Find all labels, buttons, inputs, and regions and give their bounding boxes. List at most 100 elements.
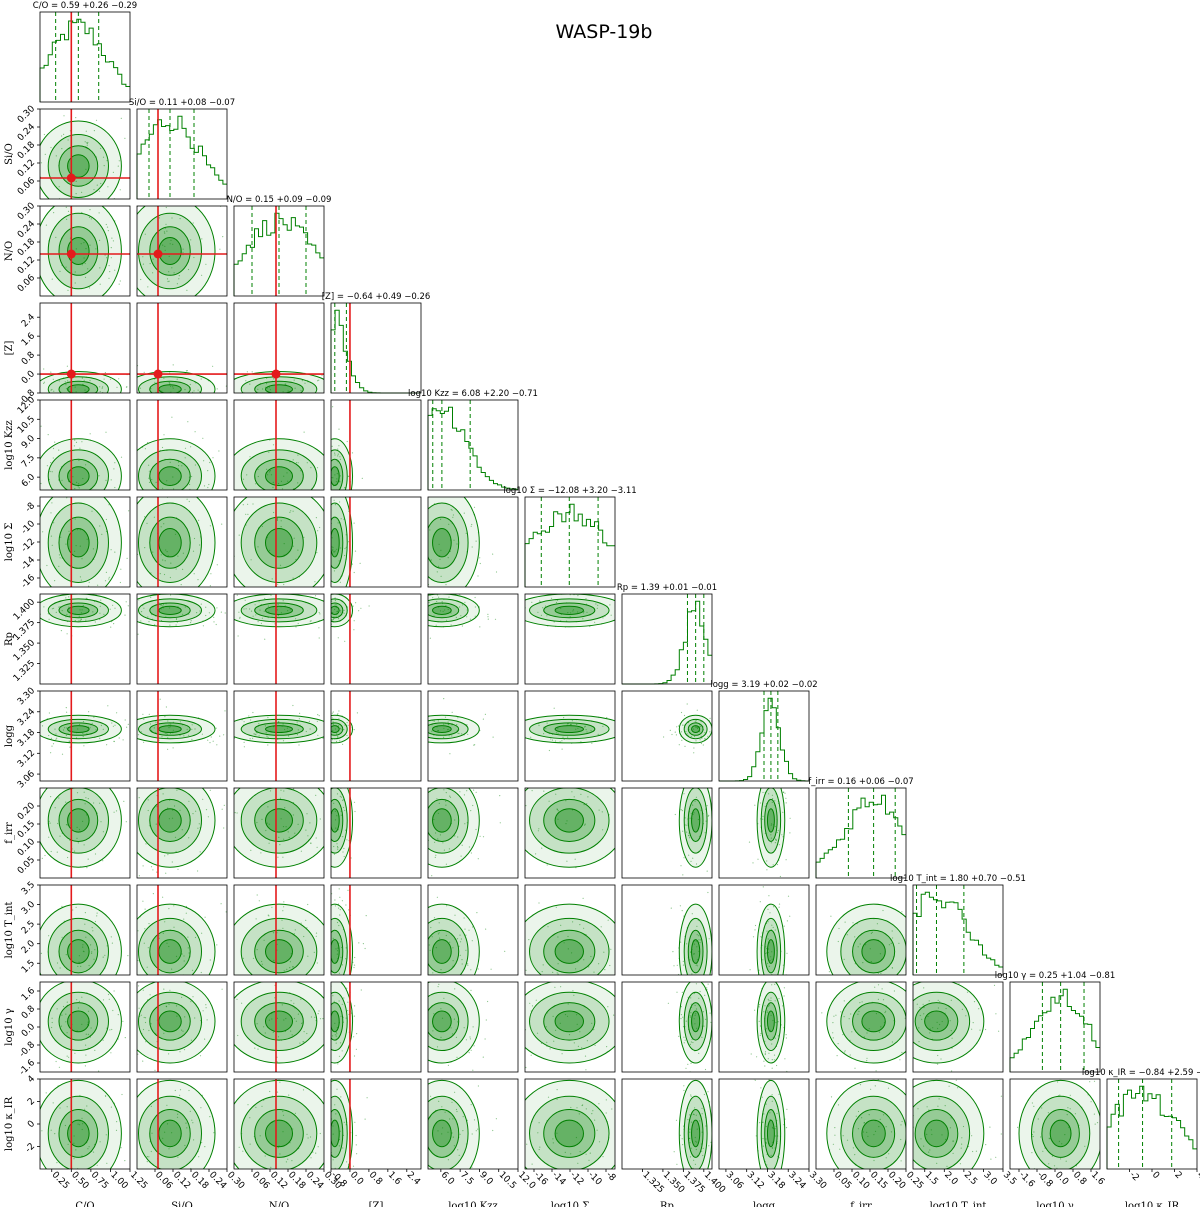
sample-point xyxy=(327,884,328,885)
panel-frame xyxy=(39,593,131,685)
sample-point xyxy=(423,1036,424,1037)
sample-point xyxy=(331,619,333,621)
sample-point xyxy=(61,479,63,481)
sample-point xyxy=(339,878,340,879)
sample-point xyxy=(346,734,348,737)
panel-rp-rp: Rp = 1.39 +0.01 −0.01 xyxy=(617,583,717,685)
sample-point xyxy=(170,723,172,725)
sample-point xyxy=(336,921,339,924)
sample-point xyxy=(74,488,76,490)
sample-point xyxy=(259,495,260,496)
sample-point xyxy=(345,947,347,949)
sample-point xyxy=(332,729,334,731)
sample-point xyxy=(88,216,91,218)
sample-point xyxy=(325,443,326,444)
sample-point xyxy=(102,386,104,388)
panel-frame xyxy=(136,205,228,297)
sample-point xyxy=(779,875,782,878)
sample-point xyxy=(554,740,557,742)
sample-point xyxy=(249,1074,250,1075)
sample-point xyxy=(468,879,469,880)
sample-point xyxy=(501,919,502,920)
sample-point xyxy=(192,813,194,815)
sample-point xyxy=(283,395,284,396)
sample-point xyxy=(264,1170,265,1171)
density-gamma-sigma xyxy=(525,982,615,1071)
sample-point xyxy=(188,734,190,736)
sample-point xyxy=(125,741,126,742)
y-tick-label: 3.24 xyxy=(16,707,37,728)
sample-point xyxy=(209,959,211,961)
sample-point xyxy=(557,732,559,734)
sample-point xyxy=(243,746,245,748)
contour-1 xyxy=(47,917,109,975)
sample-point xyxy=(765,946,767,948)
sample-point xyxy=(394,973,395,974)
sample-point xyxy=(679,760,680,761)
panel-frame xyxy=(718,884,810,976)
sample-point xyxy=(477,575,479,577)
sample-point xyxy=(175,955,178,958)
panel-firr-logg xyxy=(718,787,810,896)
sample-point xyxy=(333,499,335,501)
sample-point xyxy=(336,604,338,606)
sample-point xyxy=(266,735,268,737)
sample-point xyxy=(189,383,191,386)
y-tick-label: 7.5 xyxy=(20,453,37,470)
sample-point xyxy=(50,752,52,754)
panel-logg-rp xyxy=(621,690,713,782)
sample-point xyxy=(340,796,342,798)
sample-point xyxy=(343,729,345,731)
sample-point xyxy=(68,1056,70,1058)
sample-point xyxy=(84,276,87,278)
sample-point xyxy=(451,735,453,737)
sample-point xyxy=(142,1060,144,1062)
sample-point xyxy=(284,383,286,385)
sample-point xyxy=(178,465,180,467)
sample-point xyxy=(464,928,466,930)
sample-point xyxy=(164,232,166,234)
y-tick-label: 0.0 xyxy=(20,1022,37,1039)
y-tick-label: 1.6 xyxy=(20,986,37,1003)
sample-point xyxy=(337,431,338,432)
sample-point xyxy=(457,438,458,439)
sample-point xyxy=(617,1005,618,1006)
contour-3 xyxy=(158,808,182,833)
sample-point xyxy=(575,728,577,730)
sample-point xyxy=(99,386,101,388)
sample-point xyxy=(318,501,319,502)
sample-point xyxy=(340,547,342,549)
sample-point xyxy=(230,889,231,890)
sample-point xyxy=(440,518,442,521)
panel-frame xyxy=(233,593,325,685)
sample-point xyxy=(168,908,170,910)
contour-0 xyxy=(428,903,480,975)
sample-point xyxy=(762,818,764,820)
density-z-no xyxy=(234,303,324,396)
sample-point xyxy=(688,854,690,856)
sample-point xyxy=(492,1129,494,1132)
sample-point xyxy=(314,581,316,583)
density-firr-sigma xyxy=(525,788,615,869)
sample-point xyxy=(88,964,90,967)
sample-point xyxy=(415,630,416,631)
sample-point xyxy=(492,553,494,555)
sample-point xyxy=(315,837,317,839)
density-kzz-z xyxy=(318,400,363,502)
sample-point xyxy=(676,964,678,966)
panel-frame xyxy=(136,787,228,879)
sample-point xyxy=(342,743,344,746)
sample-point xyxy=(435,947,437,949)
sample-point xyxy=(709,731,711,733)
sample-point xyxy=(766,895,767,896)
sample-point xyxy=(158,937,160,939)
sample-point xyxy=(169,576,171,579)
sample-point xyxy=(473,789,475,791)
sample-point xyxy=(122,1174,123,1175)
panel-frame xyxy=(233,496,325,588)
sample-point xyxy=(175,624,177,626)
y-tick-label: 0.05 xyxy=(16,855,37,876)
sample-point xyxy=(93,716,95,718)
sample-point xyxy=(550,738,552,740)
histogram-firr xyxy=(815,794,906,878)
